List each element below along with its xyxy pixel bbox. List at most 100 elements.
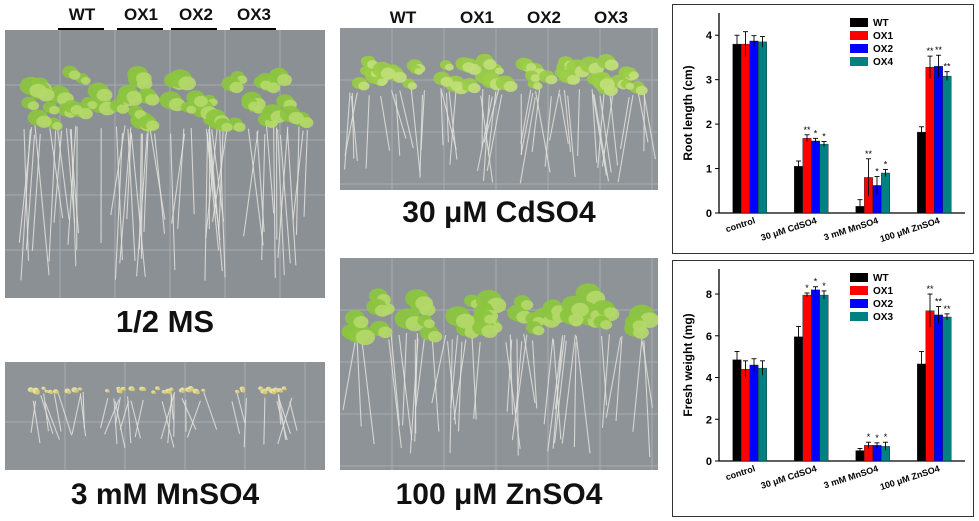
fresh-weight-signif-ox3-2: * bbox=[884, 432, 888, 442]
fresh-weight-legend-swatch-0 bbox=[850, 273, 868, 282]
ms-label-ox2: OX2 bbox=[178, 5, 214, 24]
ms-bar-wt bbox=[58, 28, 104, 31]
root-length-ytick-label-3: 3 bbox=[706, 75, 712, 87]
root-length-legend-swatch-2 bbox=[850, 44, 868, 53]
fresh-weight-signif-ox1-3: ** bbox=[926, 284, 934, 294]
fresh-weight-signif-ox2-3: ** bbox=[935, 297, 943, 307]
root-length-legend-label-0: WT bbox=[873, 18, 889, 29]
root-length-legend-swatch-1 bbox=[850, 31, 868, 40]
root-length-ytick-label-2: 2 bbox=[706, 119, 712, 131]
fresh-weight-bar-ox2-3 bbox=[934, 314, 943, 462]
fresh-weight-signif-ox3-3: ** bbox=[943, 304, 951, 314]
fresh-weight-signif-ox1-1: * bbox=[805, 283, 809, 293]
fresh-weight-legend-swatch-3 bbox=[850, 312, 868, 321]
root-length-category-label-0: control bbox=[724, 215, 756, 234]
fresh-weight-bar-ox1-1 bbox=[802, 294, 812, 462]
fresh-weight-bar-ox3-0 bbox=[758, 367, 767, 462]
root-length-legend-swatch-3 bbox=[850, 57, 868, 66]
fresh-weight-category-label-2: 3 mM MnSO4 bbox=[823, 463, 880, 490]
fresh-weight-ytick-label-3: 6 bbox=[706, 331, 712, 343]
cd-label-ox2: OX2 bbox=[526, 8, 562, 27]
seedling-photo-cd bbox=[340, 28, 658, 190]
caption-mn: 3 mM MnSO4 bbox=[70, 478, 260, 511]
root-length-legend-swatch-0 bbox=[850, 18, 868, 27]
fresh-weight-ytick-label-0: 0 bbox=[706, 456, 712, 468]
fresh-weight-ytick-label-2: 4 bbox=[706, 373, 713, 385]
root-length-signif-ox2-2: * bbox=[875, 167, 879, 177]
fresh-weight-chart: 0 2 4 6 8 Fresh weight (mg) control * * * 30 μM Cd… bbox=[672, 260, 974, 517]
fresh-weight-category-label-1: 30 μM CdSO4 bbox=[760, 463, 818, 490]
root-length-category-label-3: 100 μM ZnSO4 bbox=[879, 215, 941, 244]
fresh-weight-ytick-label-4: 8 bbox=[706, 289, 712, 301]
caption-ms: 1/2 MS bbox=[115, 304, 215, 339]
fresh-weight-ytick-label-1: 2 bbox=[706, 414, 712, 426]
fresh-weight-y-label: Fresh weight (mg) bbox=[681, 313, 695, 416]
fresh-weight-bar-wt-0 bbox=[732, 359, 742, 462]
root-length-bar-ox2-1 bbox=[811, 140, 820, 214]
root-length-signif-ox1-3: ** bbox=[926, 46, 934, 56]
caption-cd: 30 μM CdSO4 bbox=[402, 196, 596, 229]
root-length-bar-ox1-0 bbox=[741, 43, 750, 214]
fresh-weight-bar-wt-1 bbox=[794, 336, 803, 462]
root-length-signif-ox2-3: ** bbox=[935, 45, 943, 55]
fresh-weight-bar-ox3-3 bbox=[942, 316, 952, 462]
root-length-legend-label-2: OX2 bbox=[873, 44, 893, 55]
root-length-legend-label-3: OX4 bbox=[873, 57, 893, 68]
root-length-category-label-2: 3 mM MnSO4 bbox=[823, 215, 880, 242]
fresh-weight-bar-ox2-1 bbox=[811, 289, 820, 462]
root-length-y-label: Root length (cm) bbox=[681, 65, 695, 160]
photo-zn-image bbox=[340, 258, 658, 470]
fresh-weight-signif-ox2-1: * bbox=[814, 277, 818, 287]
ms-label-ox3: OX3 bbox=[236, 5, 272, 24]
caption-zn: 100 μM ZnSO4 bbox=[395, 478, 603, 511]
fresh-weight-legend-label-1: OX1 bbox=[873, 286, 893, 297]
ms-label-ox1: OX1 bbox=[123, 5, 159, 24]
fresh-weight-legend-swatch-2 bbox=[850, 299, 868, 308]
root-length-bar-ox4-3 bbox=[942, 75, 952, 214]
fresh-weight-legend-swatch-1 bbox=[850, 286, 868, 295]
root-length-ytick-label-1: 1 bbox=[706, 164, 712, 176]
cd-label-ox3: OX3 bbox=[593, 8, 629, 27]
seedling-photo-ms bbox=[5, 30, 325, 298]
root-length-ytick-label-0: 0 bbox=[706, 208, 712, 220]
fresh-weight-legend-label-0: WT bbox=[873, 273, 889, 284]
root-length-category-label-1: 30 μM CdSO4 bbox=[760, 215, 818, 242]
root-length-bar-wt-1 bbox=[794, 166, 803, 214]
root-length-bar-ox1-1 bbox=[802, 138, 812, 214]
root-length-signif-ox4-3: ** bbox=[943, 62, 951, 72]
ms-bar-ox1 bbox=[117, 28, 163, 31]
root-length-signif-ox1-2: ** bbox=[865, 149, 873, 159]
fresh-weight-legend-label-2: OX2 bbox=[873, 299, 893, 310]
root-length-bar-ox4-2 bbox=[881, 172, 890, 214]
seedling-photo-zn bbox=[340, 258, 658, 470]
root-length-chart: 0 1 2 3 4 Root length (cm) control ** * * 30 μM Cd… bbox=[672, 4, 974, 254]
fresh-weight-category-label-3: 100 μM ZnSO4 bbox=[879, 463, 941, 492]
fresh-weight-bar-ox1-0 bbox=[741, 368, 750, 462]
fresh-weight-signif-ox3-1: * bbox=[822, 281, 826, 291]
fresh-weight-bar-ox2-0 bbox=[749, 364, 759, 462]
root-length-signif-ox4-2: * bbox=[884, 159, 888, 169]
fresh-weight-signif-ox1-2: * bbox=[867, 432, 871, 442]
root-length-bar-ox2-0 bbox=[749, 40, 759, 214]
fresh-weight-bar-ox3-1 bbox=[819, 294, 829, 462]
photo-cd-image bbox=[340, 28, 658, 190]
root-length-legend-label-1: OX1 bbox=[873, 31, 893, 42]
photo-mn-image bbox=[5, 362, 325, 470]
root-length-bar-wt-3 bbox=[917, 131, 926, 214]
fresh-weight-legend-label-3: OX3 bbox=[873, 312, 893, 323]
photo-ms-image bbox=[5, 30, 325, 298]
seedling-photo-mn bbox=[5, 362, 325, 470]
root-length-bar-wt-0 bbox=[732, 43, 742, 214]
fresh-weight-signif-ox2-2: * bbox=[875, 433, 879, 443]
cd-label-ox1: OX1 bbox=[459, 8, 495, 27]
root-length-signif-ox1-1: ** bbox=[803, 125, 811, 135]
fresh-weight-bar-ox1-3 bbox=[925, 310, 935, 462]
root-length-bar-ox4-0 bbox=[758, 41, 767, 214]
root-length-bar-ox2-3 bbox=[934, 66, 943, 214]
root-length-ytick-label-4: 4 bbox=[706, 30, 713, 42]
fresh-weight-category-label-0: control bbox=[724, 463, 756, 482]
fresh-weight-bar-wt-3 bbox=[917, 363, 926, 462]
root-length-bar-ox1-3 bbox=[925, 67, 935, 214]
